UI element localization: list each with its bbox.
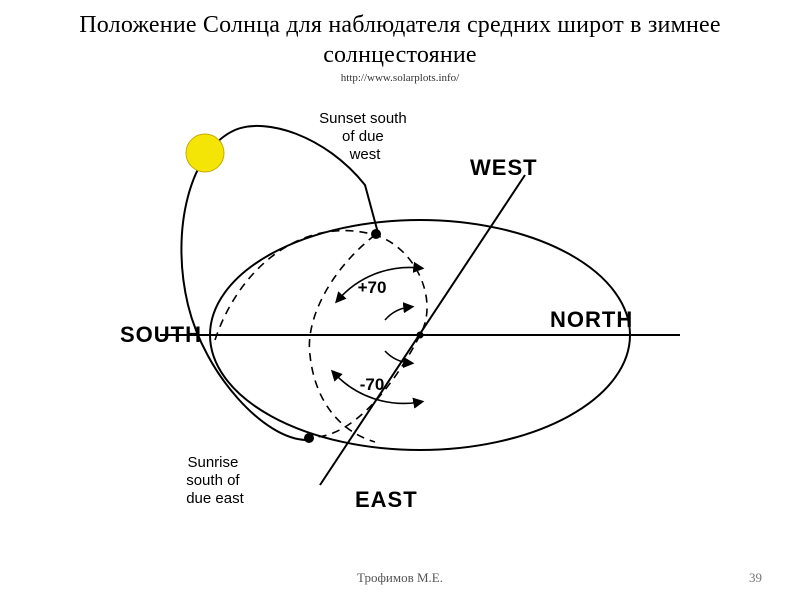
label-angle-plus: +70 — [358, 278, 387, 297]
dashed-inner-arc — [309, 235, 375, 442]
label-east: EAST — [355, 487, 418, 512]
slide-container: Положение Солнца для наблюдателя средних… — [0, 0, 800, 600]
title-line-1: Положение Солнца для наблюдателя средних… — [79, 12, 720, 38]
sun-icon — [186, 134, 224, 172]
angle-arc-inner — [385, 307, 410, 320]
label-west: WEST — [470, 155, 538, 180]
page-number: 39 — [749, 570, 762, 586]
sun-position-diagram: SOUTH NORTH WEST EAST Sunset south of du… — [120, 95, 680, 525]
source-url: http://www.solarplots.info/ — [0, 72, 800, 84]
title-line-2: солнцестояние — [323, 42, 477, 68]
dashed-sun-path — [215, 231, 427, 438]
observer-center-dot — [417, 332, 424, 339]
sunrise-point — [304, 433, 314, 443]
east-west-axis — [320, 175, 525, 485]
sunset-point — [371, 229, 381, 239]
footer-author: Трофимов М.Е. — [0, 570, 800, 586]
label-south: SOUTH — [120, 322, 202, 347]
label-north: NORTH — [550, 307, 633, 332]
label-angle-minus: -70 — [360, 375, 385, 394]
solid-sun-arc — [181, 126, 378, 440]
slide-title: Положение Солнца для наблюдателя средних… — [0, 10, 800, 70]
label-sunrise: Sunrise south of due east — [186, 454, 244, 507]
diagram-svg: SOUTH NORTH WEST EAST Sunset south of du… — [120, 95, 680, 525]
